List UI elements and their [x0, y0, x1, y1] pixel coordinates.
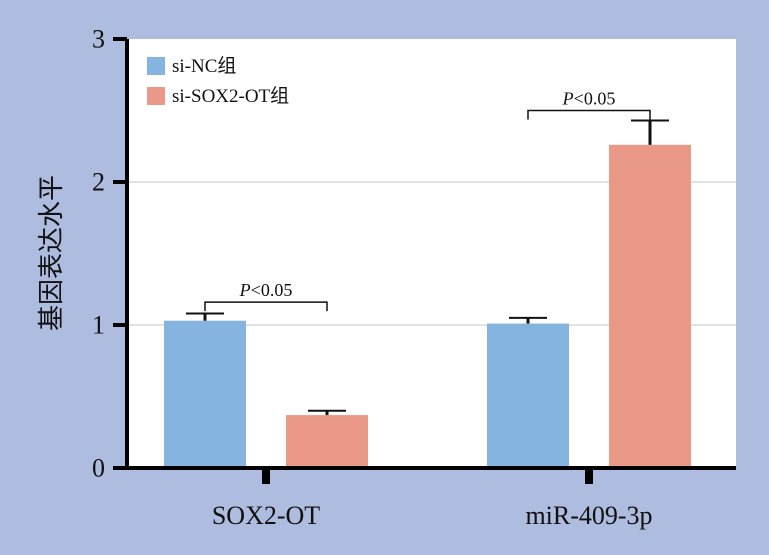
- significance-label: P<0.05: [562, 89, 616, 109]
- y-tick-label: 2: [92, 168, 105, 197]
- y-tick-label: 3: [92, 25, 105, 54]
- significance-p: P: [562, 89, 574, 109]
- legend-label: si-NC组: [172, 55, 236, 77]
- significance-bracket: [527, 109, 651, 120]
- bar: [487, 323, 569, 468]
- y-tick-label: 0: [92, 454, 105, 483]
- bar: [286, 415, 368, 468]
- x-tick-label: miR-409-3p: [525, 501, 652, 530]
- legend-swatch: [147, 57, 165, 75]
- y-tick-label: 1: [92, 311, 105, 340]
- bar: [609, 144, 691, 468]
- legend-swatch: [147, 87, 165, 105]
- bar: [164, 320, 246, 468]
- significance-value: <0.05: [574, 89, 616, 109]
- significance-label: P<0.05: [239, 280, 293, 300]
- bars: [164, 144, 691, 468]
- axes: 0 1 2 3 SOX2-OT miR-409-3p: [92, 25, 736, 530]
- significance-value: <0.05: [251, 280, 293, 300]
- significance-bracket: [204, 301, 328, 312]
- significance-p: P: [239, 280, 251, 300]
- y-axis-title: 基因表达水平: [37, 175, 67, 331]
- legend-label: si-SOX2-OT组: [172, 85, 289, 107]
- error-bars: [186, 119, 669, 416]
- annotations: P<0.05P<0.05: [204, 89, 651, 312]
- legend: si-NC组 si-SOX2-OT组: [147, 55, 289, 107]
- x-tick-label: SOX2-OT: [212, 501, 320, 530]
